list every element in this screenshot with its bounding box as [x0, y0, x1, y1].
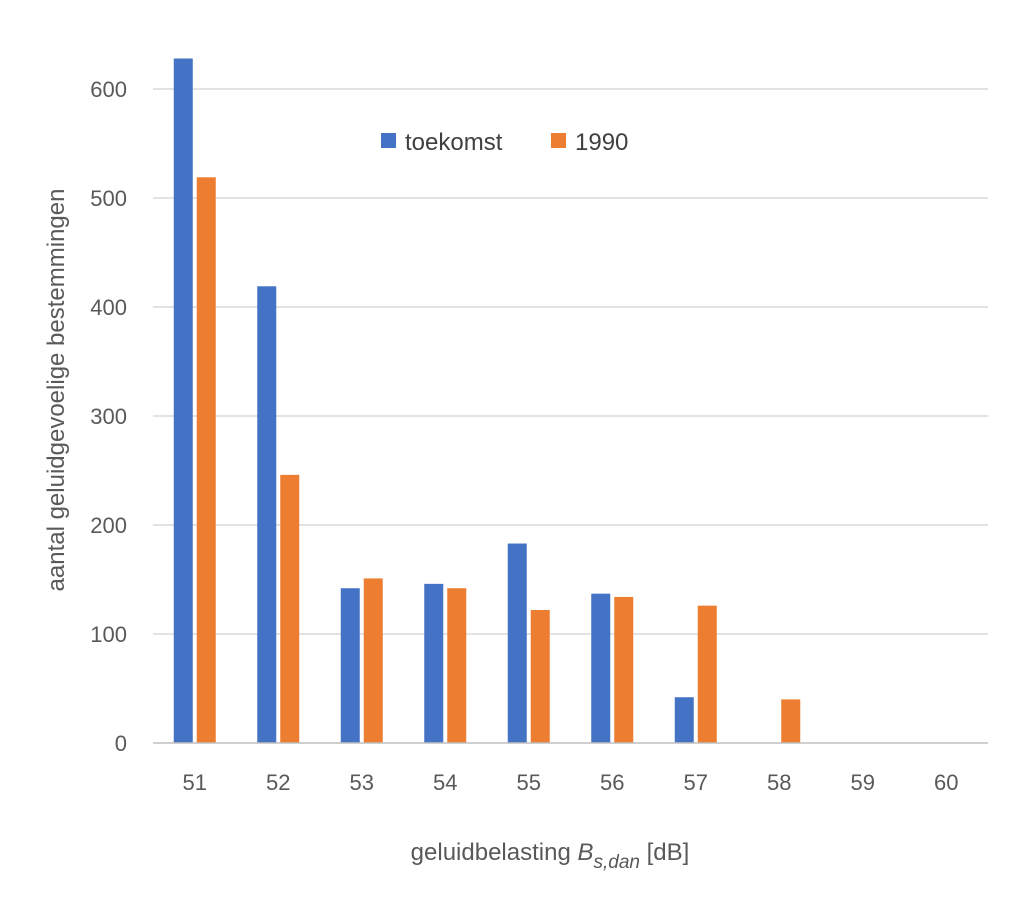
x-tick-labels: 51 52 53 54 55 56 57 58 59 60 — [183, 770, 959, 795]
bar-1990-57 — [697, 605, 717, 743]
x-axis-title-symbol: B — [577, 839, 593, 866]
legend-label: toekomst — [405, 129, 503, 156]
bars — [173, 58, 801, 744]
x-tick-label: 60 — [934, 770, 958, 795]
x-axis-title: geluidbelasting Bs,dan [dB] — [411, 839, 690, 873]
bar-toekomst-51 — [173, 58, 193, 744]
legend: toekomst 1990 — [381, 129, 628, 156]
bar-1990-58 — [781, 699, 801, 743]
x-tick-label: 55 — [517, 770, 541, 795]
y-tick-label: 100 — [90, 622, 127, 647]
bar-1990-55 — [530, 610, 550, 743]
x-axis-title-suffix: [dB] — [640, 839, 689, 866]
x-tick-label: 54 — [433, 770, 457, 795]
bar-1990-53 — [363, 578, 383, 743]
x-tick-label: 58 — [767, 770, 791, 795]
y-tick-label: 600 — [90, 77, 127, 102]
legend-label: 1990 — [575, 129, 628, 156]
legend-swatch — [381, 133, 396, 148]
x-tick-label: 59 — [851, 770, 875, 795]
bar-1990-52 — [280, 474, 300, 743]
bar-1990-54 — [447, 588, 467, 743]
bar-1990-51 — [196, 177, 216, 744]
bar-toekomst-54 — [424, 583, 444, 743]
x-tick-label: 51 — [183, 770, 207, 795]
gridlines — [153, 88, 988, 635]
y-tick-label: 500 — [90, 186, 127, 211]
y-tick-label: 0 — [115, 731, 127, 756]
y-tick-label: 200 — [90, 513, 127, 538]
bar-toekomst-57 — [674, 697, 694, 743]
bar-toekomst-56 — [591, 593, 611, 743]
bar-toekomst-52 — [257, 286, 277, 743]
x-tick-label: 57 — [684, 770, 708, 795]
legend-swatch — [551, 133, 566, 148]
y-tick-label: 400 — [90, 295, 127, 320]
bar-toekomst-53 — [340, 588, 360, 743]
y-axis-title: aantal geluidgevoelige bestemmingen — [43, 189, 70, 592]
x-tick-label: 56 — [600, 770, 624, 795]
x-axis-title-subscript: s,dan — [593, 852, 639, 873]
x-tick-label: 53 — [350, 770, 374, 795]
bar-toekomst-55 — [507, 543, 527, 743]
y-tick-label: 300 — [90, 404, 127, 429]
bar-1990-56 — [614, 596, 634, 743]
y-tick-labels: 0 100 200 300 400 500 600 — [90, 77, 127, 756]
x-axis-title-prefix: geluidbelasting — [411, 839, 578, 866]
x-tick-label: 52 — [266, 770, 290, 795]
